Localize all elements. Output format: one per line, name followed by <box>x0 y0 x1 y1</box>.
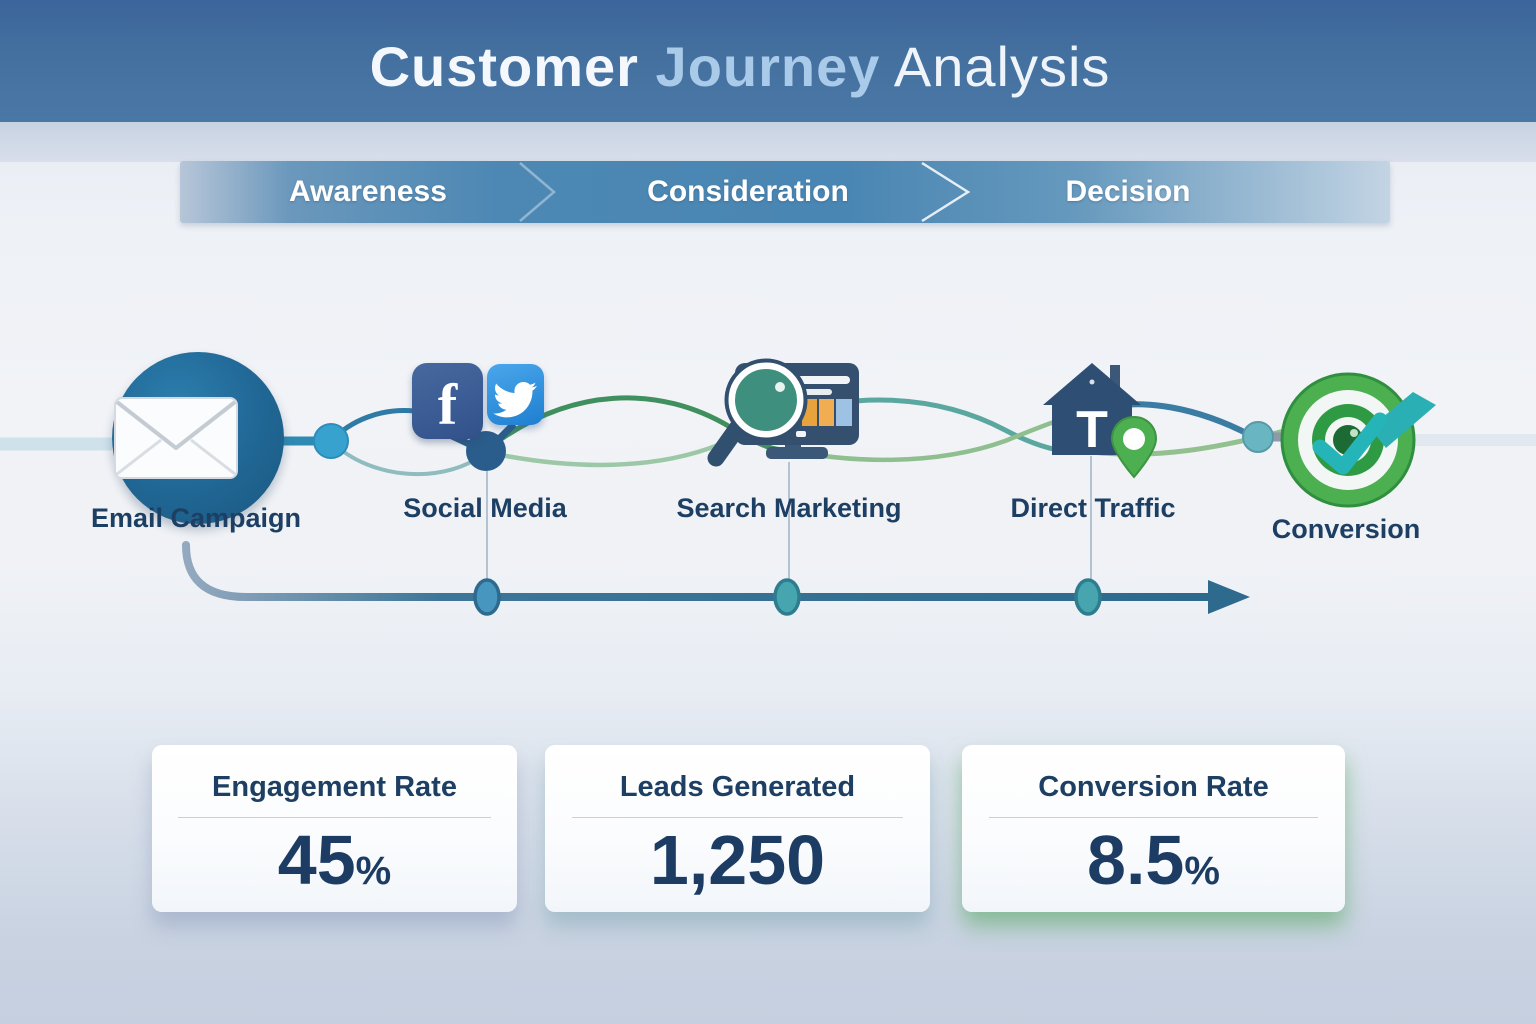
timeline-dot-1 <box>473 578 501 616</box>
metric-value: 1,250 <box>545 824 930 907</box>
stage-awareness: Awareness <box>289 175 447 208</box>
house-glyph: T <box>1076 401 1108 459</box>
title-word-customer: Customer <box>369 35 639 98</box>
magnifier-lens <box>727 361 805 439</box>
metric-number: 8.5 <box>1087 821 1185 899</box>
card-divider <box>177 817 492 818</box>
timeline-dot-2 <box>773 578 801 616</box>
magnifier-handle <box>707 418 747 467</box>
twitter-bird-glyph <box>493 382 537 418</box>
metric-number: 1,250 <box>649 821 826 899</box>
checkmark <box>1312 412 1388 475</box>
metric-label: Engagement Rate <box>212 771 457 803</box>
header-subband <box>0 122 1536 162</box>
metric-value: 8.5% <box>962 824 1345 907</box>
node-label-search: Search Marketing <box>676 493 902 523</box>
timeline <box>182 541 1212 601</box>
title-word-analysis: Analysis <box>893 35 1111 98</box>
funnel-stage-bar: Awareness Consideration Decision <box>180 161 1390 223</box>
dart-tail <box>1370 392 1436 448</box>
envelope-icon <box>114 397 238 479</box>
metric-number: 45 <box>277 821 356 899</box>
monitor-base <box>766 447 828 459</box>
node-label-social: Social Media <box>403 493 567 523</box>
page-title: Customer Journey Analysis <box>0 34 1508 99</box>
curve-green-dark <box>484 395 790 453</box>
chimney <box>1110 365 1120 389</box>
header-banner <box>0 0 1536 122</box>
metric-card-leads: Leads Generated 1,250 <box>545 745 930 912</box>
node-dot-pre-conversion <box>1242 421 1274 453</box>
metric-label: Conversion Rate <box>1038 771 1269 803</box>
title-word-journey: Journey <box>655 35 881 98</box>
metric-unit: % <box>1184 849 1220 893</box>
metric-label: Leads Generated <box>619 771 856 803</box>
stage-consideration: Consideration <box>647 175 849 208</box>
metric-card-engagement: Engagement Rate 45% <box>152 745 517 912</box>
facebook-icon: f <box>412 363 483 439</box>
house-icon: T <box>1043 363 1158 479</box>
card-divider <box>571 817 904 818</box>
node-label-email: Email Campaign <box>90 503 302 533</box>
node-label-direct: Direct Traffic <box>1010 493 1176 523</box>
node-label-conversion: Conversion <box>1271 514 1421 544</box>
metric-value: 45% <box>152 824 517 907</box>
card-divider <box>988 817 1319 818</box>
metric-card-conversion: Conversion Rate 8.5% <box>962 745 1345 912</box>
facebook-glyph: f <box>437 372 458 437</box>
node-dot-email <box>313 423 349 459</box>
stage-decision: Decision <box>1065 175 1191 208</box>
target-check-icon <box>1280 372 1436 508</box>
node-dot-social <box>466 431 506 471</box>
twitter-icon <box>487 364 544 425</box>
metric-unit: % <box>355 849 392 893</box>
timeline-dot-3 <box>1074 578 1102 616</box>
timeline-arrow-icon <box>1208 580 1250 614</box>
curve-teal-lower <box>329 439 488 477</box>
chevron-separators <box>519 161 971 223</box>
search-monitor-icon <box>707 358 859 467</box>
